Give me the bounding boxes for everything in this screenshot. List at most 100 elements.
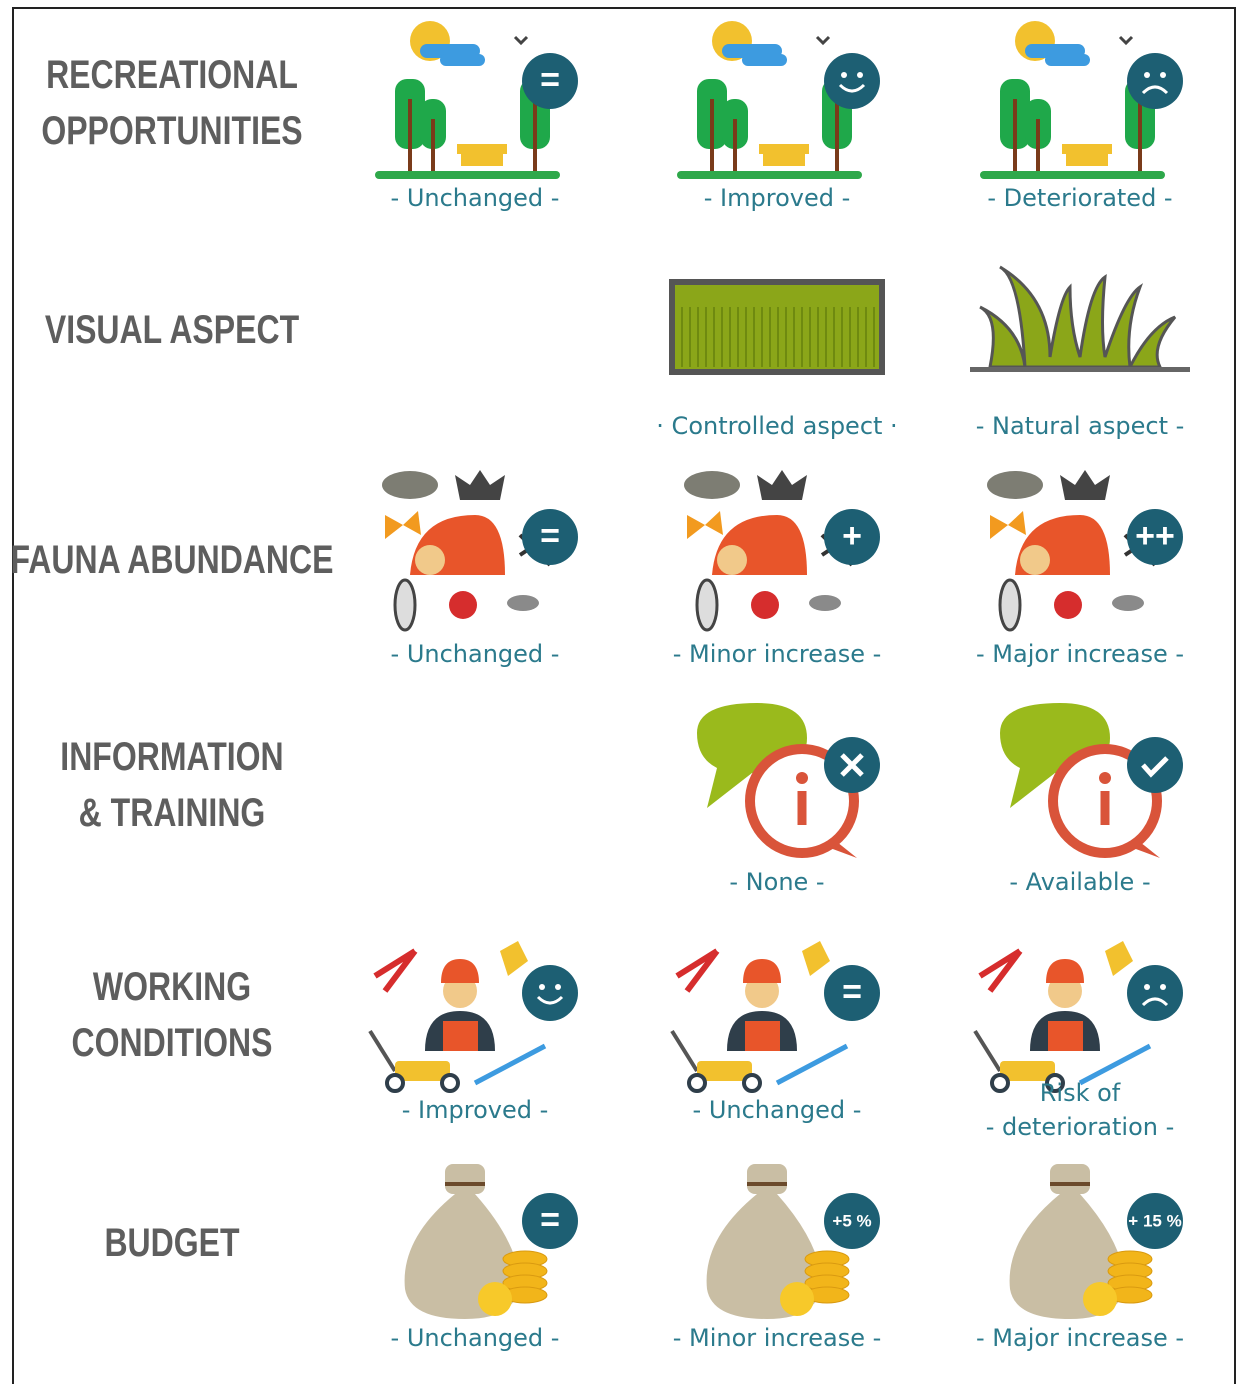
level-label: - Improved -	[402, 1096, 549, 1124]
badge-text: =	[540, 61, 560, 99]
badge	[522, 965, 578, 1021]
badge	[1127, 965, 1183, 1021]
eye	[539, 984, 545, 990]
level-label: - Improved -	[704, 184, 851, 212]
ground	[980, 171, 1165, 179]
mower	[973, 1029, 1002, 1073]
row-label: BUDGET	[104, 1219, 239, 1264]
level-label: Risk of - deterioration -	[986, 1079, 1175, 1141]
mouth	[1141, 997, 1169, 1007]
level-label: - Minor increase -	[673, 640, 882, 668]
fly	[998, 578, 1022, 632]
badge-circle	[522, 965, 578, 1021]
bird	[815, 35, 831, 46]
badge	[1127, 53, 1183, 109]
badge	[1127, 737, 1183, 793]
eye	[1144, 984, 1150, 990]
badge	[824, 53, 880, 109]
row-label: RECREATIONAL OPPORTUNITIES	[41, 51, 302, 152]
badge-circle	[1127, 1193, 1183, 1249]
overall	[443, 1021, 478, 1051]
cloud	[742, 54, 787, 66]
eye	[857, 72, 863, 78]
mouse	[507, 595, 539, 611]
bat	[757, 470, 807, 500]
hedgehog-face	[1020, 545, 1050, 575]
tie	[445, 1164, 485, 1194]
badge-text: =	[540, 1201, 560, 1239]
level-label: - Major increase -	[976, 1324, 1184, 1352]
bench	[457, 144, 507, 154]
coin	[780, 1282, 814, 1316]
icon	[987, 470, 1157, 632]
grass	[979, 265, 1177, 373]
helmet	[1046, 959, 1084, 983]
bird	[513, 35, 529, 46]
cross	[840, 753, 864, 777]
level-label: - Unchanged -	[693, 1096, 862, 1124]
coin	[1083, 1282, 1117, 1316]
level-label: - Deteriorated -	[987, 184, 1172, 212]
ladybug	[751, 591, 779, 619]
info-tail	[822, 838, 857, 858]
bench	[1062, 144, 1112, 154]
badge-circle	[522, 53, 578, 109]
pliers	[675, 948, 720, 993]
cloud	[1045, 54, 1090, 66]
icon	[368, 941, 547, 1093]
glove	[1105, 941, 1133, 976]
level-label: - Unchanged -	[391, 184, 560, 212]
hedgehog-face	[717, 545, 747, 575]
eye	[1160, 984, 1166, 990]
rake	[775, 1043, 849, 1086]
level-label: - None -	[729, 868, 824, 896]
pliers	[373, 948, 418, 993]
icon	[684, 470, 854, 632]
level-label: - Unchanged -	[391, 640, 560, 668]
eye	[841, 72, 847, 78]
wheel	[742, 1073, 762, 1093]
badge-text: =	[842, 973, 862, 1011]
badge-text: +	[842, 517, 862, 555]
mower	[368, 1029, 397, 1073]
mower-body	[697, 1061, 752, 1081]
mower-body	[1000, 1061, 1055, 1081]
eye	[1144, 72, 1150, 78]
badge-circle	[824, 1193, 880, 1249]
icon	[404, 1164, 548, 1319]
badge	[824, 737, 880, 793]
butterfly	[990, 511, 1026, 539]
boar	[684, 471, 740, 499]
icon	[669, 279, 885, 375]
bat	[1060, 470, 1110, 500]
icon	[706, 1164, 850, 1319]
badge-circle	[824, 509, 880, 565]
wheel	[440, 1073, 460, 1093]
badge-text: ++	[1135, 517, 1175, 555]
badge: =	[522, 53, 578, 109]
badge-circle	[1127, 737, 1183, 793]
level-label: - Natural aspect -	[976, 412, 1185, 440]
badge: =	[522, 1193, 578, 1249]
overall	[745, 1021, 780, 1051]
badge: + 15 %	[1127, 1193, 1183, 1249]
wheel	[1045, 1073, 1065, 1093]
bench	[1066, 154, 1108, 166]
bubble	[1000, 703, 1110, 808]
info-dot	[796, 772, 808, 784]
badge-circle	[522, 1193, 578, 1249]
tie	[747, 1164, 787, 1194]
wheel	[385, 1073, 405, 1093]
row-label: INFORMATION & TRAINING	[60, 733, 283, 834]
coin	[478, 1282, 512, 1316]
mouth	[1141, 85, 1169, 95]
mouse	[1112, 595, 1144, 611]
wheel	[687, 1073, 707, 1093]
icon	[1009, 1164, 1153, 1319]
bird	[1118, 35, 1134, 46]
bench	[759, 144, 809, 154]
badge: +5 %	[824, 1193, 880, 1249]
badge-circle	[522, 509, 578, 565]
badge-circle	[824, 965, 880, 1021]
